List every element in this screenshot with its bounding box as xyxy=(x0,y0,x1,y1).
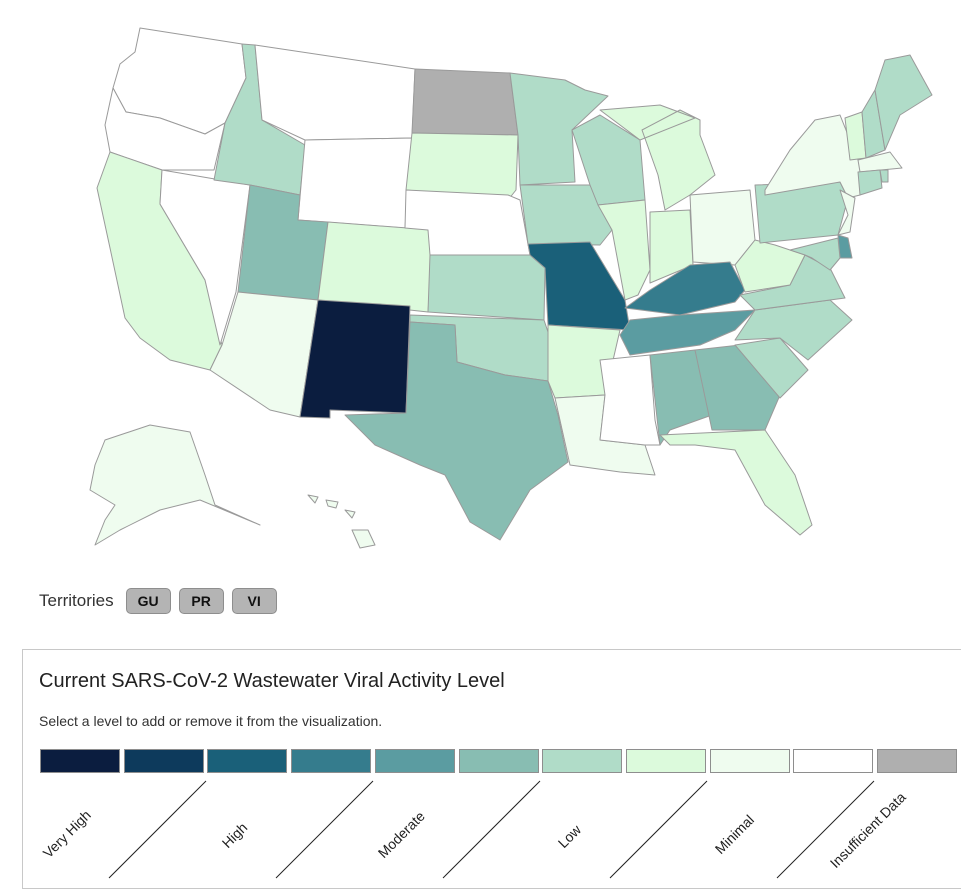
state-hi[interactable] xyxy=(307,494,376,549)
legend-swatch[interactable] xyxy=(374,749,455,773)
state-ak[interactable] xyxy=(89,424,261,546)
state-me[interactable] xyxy=(874,54,933,151)
territories-bar: Territories GU PR VI xyxy=(39,587,285,615)
state-ma[interactable] xyxy=(857,151,903,173)
state-ct[interactable] xyxy=(857,169,883,196)
legend-swatch[interactable] xyxy=(877,749,957,773)
state-ri[interactable] xyxy=(879,169,889,183)
state-ky[interactable] xyxy=(624,261,746,316)
state-wy[interactable] xyxy=(297,137,413,229)
legend-swatch[interactable] xyxy=(40,749,120,773)
legend-instruction: Select a level to add or remove it from … xyxy=(39,713,383,729)
legend-divider-line xyxy=(108,780,207,879)
state-al[interactable] xyxy=(649,349,713,446)
territory-button-pr[interactable]: PR xyxy=(178,588,224,614)
level-label-high[interactable]: High xyxy=(218,819,251,851)
level-label-low[interactable]: Low xyxy=(554,821,585,851)
state-sc[interactable] xyxy=(734,337,809,399)
state-tx[interactable] xyxy=(344,321,569,541)
state-fl[interactable] xyxy=(659,429,813,536)
legend-panel: Current SARS-CoV-2 Wastewater Viral Acti… xyxy=(22,649,961,889)
legend-swatch[interactable] xyxy=(458,749,539,773)
us-map-svg xyxy=(89,27,933,549)
state-nj[interactable] xyxy=(837,189,856,236)
level-label-very-high[interactable]: Very High xyxy=(39,806,94,861)
legend-swatch[interactable] xyxy=(542,749,623,773)
legend-divider-line xyxy=(442,780,541,879)
state-il[interactable] xyxy=(597,199,651,301)
legend-swatch-row xyxy=(40,749,960,775)
state-ga[interactable] xyxy=(694,344,781,431)
legend-divider-line xyxy=(609,780,708,879)
legend-swatch[interactable] xyxy=(291,749,372,773)
legend-swatch[interactable] xyxy=(709,749,790,773)
state-mi[interactable] xyxy=(599,104,716,211)
legend-swatch[interactable] xyxy=(793,749,874,773)
state-sd[interactable] xyxy=(405,132,519,201)
territory-button-vi[interactable]: VI xyxy=(231,588,277,614)
state-md[interactable] xyxy=(789,237,841,271)
state-tn[interactable] xyxy=(619,309,756,356)
territories-label: Territories xyxy=(39,591,114,610)
state-nm[interactable] xyxy=(299,299,411,419)
state-ia[interactable] xyxy=(519,184,613,246)
legend-divider-line xyxy=(275,780,374,879)
legend-swatch[interactable] xyxy=(123,749,204,773)
territory-button-gu[interactable]: GU xyxy=(125,588,171,614)
state-ks[interactable] xyxy=(427,254,546,321)
legend-swatch[interactable] xyxy=(625,749,706,773)
us-map xyxy=(89,27,933,549)
level-label-minimal[interactable]: Minimal xyxy=(711,811,758,857)
state-nd[interactable] xyxy=(411,68,519,136)
legend-title: Current SARS-CoV-2 Wastewater Viral Acti… xyxy=(39,670,505,692)
state-or[interactable] xyxy=(104,87,226,171)
state-co[interactable] xyxy=(317,221,435,313)
state-mt[interactable] xyxy=(254,44,416,141)
level-label-moderate[interactable]: Moderate xyxy=(374,807,428,861)
level-label-insufficient-data[interactable]: Insufficient Data xyxy=(826,788,909,871)
legend-swatch[interactable] xyxy=(207,749,288,773)
